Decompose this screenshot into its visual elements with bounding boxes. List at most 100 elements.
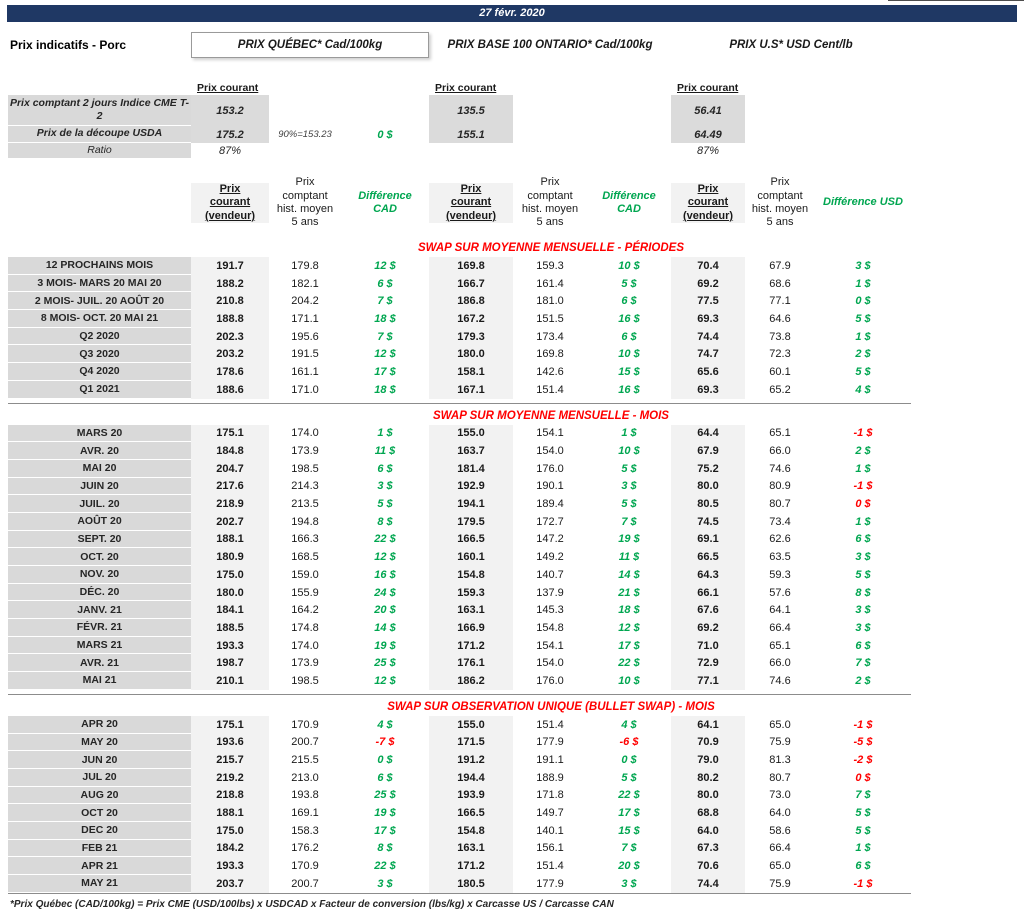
us-difference-cell: 5 $ <box>855 807 871 820</box>
date-banner: 27 févr. 2020 <box>7 5 1017 22</box>
on-hist-moyen-cell: 151.4 <box>536 383 564 396</box>
qc-difference-cell: 11 $ <box>374 445 396 458</box>
on-difference-cell: 0 $ <box>621 754 637 767</box>
qc-difference-cell: 25 $ <box>374 657 396 670</box>
us-prix-courant-cell: 74.4 <box>671 327 745 346</box>
qc-hist-moyen-cell: 169.1 <box>291 807 319 820</box>
spot-row-label: Ratio <box>8 143 191 159</box>
col-header-hist-us: Prix comptant hist. moyen 5 ans <box>745 176 815 230</box>
col-header-label: Prix courant (vendeur) <box>445 182 497 222</box>
table-row: APR 20 175.1 170.9 4 $ 155.0 151.4 4 $ 64.1 65.0… <box>8 715 911 734</box>
us-hist-moyen-cell: 77.1 <box>769 295 791 308</box>
region-title-ontario: PRIX BASE 100 ONTARIO* Cad/100kg <box>429 32 671 58</box>
on-prix-courant-cell: 186.2 <box>429 672 513 690</box>
qc-difference-cell: 19 $ <box>374 639 396 652</box>
qc-difference-cell: 6 $ <box>377 462 393 475</box>
row-label: 8 MOIS- OCT. 20 MAI 21 <box>8 310 191 328</box>
qc-prix-courant-cell: 215.7 <box>191 751 269 769</box>
qc-difference-cell: 20 $ <box>374 604 396 617</box>
spot-difference-value: 0 $ <box>377 128 393 141</box>
spot-quebec-value: 153.2 <box>191 95 269 126</box>
on-difference-cell: 11 $ <box>618 551 640 564</box>
qc-difference-cell: 12 $ <box>374 348 396 361</box>
qc-prix-courant-cell: 188.1 <box>191 530 269 549</box>
row-label: JUN 20 <box>8 751 191 769</box>
us-prix-courant-cell: 66.5 <box>671 548 745 566</box>
on-hist-moyen-cell: 137.9 <box>536 586 564 599</box>
us-difference-cell: 6 $ <box>855 639 871 652</box>
on-difference-cell: 5 $ <box>621 462 637 475</box>
on-hist-moyen-cell: 151.4 <box>536 718 564 731</box>
us-difference-cell: 3 $ <box>855 621 871 634</box>
row-label: JUIN 20 <box>8 477 191 496</box>
row-label: MARS 21 <box>8 636 191 655</box>
us-prix-courant-cell: 70.4 <box>671 257 745 275</box>
region-title-quebec-label: PRIX QUÉBEC* Cad/100kg <box>237 39 383 51</box>
on-difference-cell: 14 $ <box>618 568 640 581</box>
on-hist-moyen-cell: 149.2 <box>536 551 564 564</box>
spot-us-value: 64.49 <box>671 126 745 143</box>
us-hist-moyen-cell: 59.3 <box>769 568 791 581</box>
table-row: MARS 21 193.3 174.0 19 $ 171.2 154.1 17 $ 71.0 6… <box>8 636 911 655</box>
col-header-label: Prix courant (vendeur) <box>204 182 256 222</box>
swap-section: SWAP SUR OBSERVATION UNIQUE (BULLET SWAP… <box>8 693 911 894</box>
us-difference-cell: 6 $ <box>855 533 871 546</box>
swap-tables: SWAP SUR MOYENNE MENSUELLE - PÉRIODES 12 … <box>8 239 911 894</box>
qc-hist-moyen-cell: 214.3 <box>291 480 319 493</box>
us-prix-courant-cell: 75.2 <box>671 459 745 478</box>
row-label: AVR. 21 <box>8 654 191 673</box>
qc-difference-cell: 22 $ <box>374 860 396 873</box>
on-hist-moyen-cell: 154.1 <box>536 427 564 440</box>
on-hist-moyen-cell: 176.0 <box>536 462 564 475</box>
on-prix-courant-cell: 166.5 <box>429 804 513 822</box>
top-border-artifact <box>888 0 1024 1</box>
prix-courant-ontario: Prix courant <box>429 80 513 95</box>
qc-difference-cell: 12 $ <box>374 259 396 272</box>
us-difference-cell: 1 $ <box>855 330 871 343</box>
on-difference-cell: 4 $ <box>621 718 637 731</box>
qc-hist-moyen-cell: 182.1 <box>291 277 319 290</box>
us-prix-courant-cell: 71.0 <box>671 636 745 655</box>
us-difference-cell: 2 $ <box>855 674 871 687</box>
qc-hist-moyen-cell: 200.7 <box>291 736 319 749</box>
on-hist-moyen-cell: 151.5 <box>536 312 564 325</box>
on-prix-courant-cell: 167.1 <box>429 380 513 399</box>
us-difference-cell: -1 $ <box>853 427 873 440</box>
row-label: FEB 21 <box>8 839 191 858</box>
qc-difference-cell: 12 $ <box>374 551 396 564</box>
us-difference-cell: 1 $ <box>855 462 871 475</box>
qc-prix-courant-cell: 218.9 <box>191 495 269 513</box>
spot-ontario-value: 135.5 <box>429 95 513 126</box>
on-hist-moyen-cell: 189.4 <box>536 498 564 511</box>
row-label: MAI 20 <box>8 459 191 478</box>
us-prix-courant-cell: 69.3 <box>671 380 745 399</box>
region-title-us: PRIX U.S* USD Cent/lb <box>671 32 911 58</box>
qc-prix-courant-cell: 188.5 <box>191 619 269 637</box>
col-header-hist-on: Prix comptant hist. moyen 5 ans <box>513 176 587 230</box>
us-hist-moyen-cell: 58.6 <box>769 824 791 837</box>
us-difference-cell: 3 $ <box>855 551 871 564</box>
qc-difference-cell: 12 $ <box>374 674 396 687</box>
us-prix-courant-cell: 64.4 <box>671 424 745 443</box>
on-hist-moyen-cell: 171.8 <box>536 789 564 802</box>
col-header-label: Différence CAD <box>358 189 412 215</box>
on-difference-cell: 10 $ <box>618 259 640 272</box>
col-header-diff-cad-on: Différence CAD <box>587 190 671 217</box>
table-row: 2 MOIS- JUIL. 20 AOÛT 20 210.8 204.2 7 $ 186… <box>8 292 911 311</box>
on-prix-courant-cell: 194.1 <box>429 495 513 513</box>
qc-prix-courant-cell: 184.2 <box>191 839 269 858</box>
report-content: Prix indicatifs - Porc PRIX QUÉBEC* Cad/… <box>8 31 911 910</box>
qc-hist-moyen-cell: 174.8 <box>291 621 319 634</box>
on-hist-moyen-cell: 191.1 <box>536 754 564 767</box>
qc-hist-moyen-cell: 200.7 <box>291 877 319 890</box>
table-row: OCT 20 188.1 169.1 19 $ 166.5 149.7 17 $ 68.8 64… <box>8 804 911 822</box>
qc-difference-cell: -7 $ <box>375 736 395 749</box>
region-header-row: Prix indicatifs - Porc PRIX QUÉBEC* Cad/… <box>8 31 911 59</box>
us-difference-cell: 8 $ <box>855 586 871 599</box>
on-difference-cell: 17 $ <box>618 639 640 652</box>
us-difference-cell: 4 $ <box>855 383 871 396</box>
col-header-diff-usd: Différence USD <box>815 196 911 209</box>
spot-note-90pct: 90%=153.23 <box>278 129 332 140</box>
qc-difference-cell: 1 $ <box>377 427 393 440</box>
